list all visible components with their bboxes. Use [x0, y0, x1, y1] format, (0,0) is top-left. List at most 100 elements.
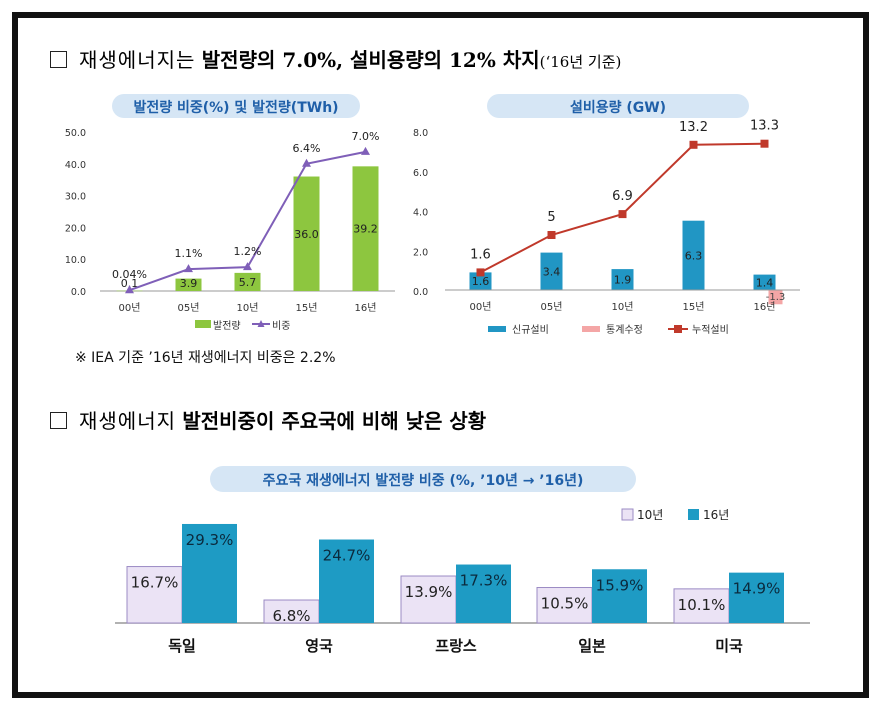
- chart2-x-tick: 15년: [683, 301, 705, 313]
- chart1-left-tick: 0.0: [71, 287, 86, 298]
- chart1-bar: [352, 166, 379, 291]
- chart3-category-label: 독일: [168, 637, 196, 655]
- chart1-x-tick: 10년: [237, 302, 259, 314]
- chart1-bar: [293, 176, 320, 291]
- chart2-adjust-bar: [768, 290, 783, 305]
- chart3-label-16: 17.3%: [460, 572, 508, 590]
- chart3-title-pill: [210, 466, 636, 492]
- chart3-label-16: 14.9%: [733, 580, 781, 598]
- chart2-cumulative-line: [480, 142, 765, 274]
- chart3-bar-16: [729, 572, 784, 623]
- chart1-legend-marker: [257, 320, 265, 327]
- chart1-share-point: [302, 158, 311, 167]
- chart3-label-10: 10.1%: [678, 596, 726, 614]
- chart1-right-tick: 6.0: [413, 168, 428, 179]
- chart3-category-label: 프랑스: [435, 637, 477, 655]
- heading2-bold: 발전비중이 주요국에 비해 낮은 상황: [182, 409, 487, 433]
- chart1-share-label: 7.0%: [352, 130, 380, 143]
- chart2-legend-label: 통계수정: [606, 324, 643, 336]
- heading1-plain: 재생에너지는: [79, 48, 196, 72]
- chart3-category-label: 미국: [715, 637, 743, 655]
- chart2-new-bar: [611, 269, 634, 290]
- checkbox-square-icon: [50, 51, 67, 68]
- chart1-legend-label: 발전량: [213, 320, 241, 332]
- chart3-label-10: 10.5%: [541, 595, 589, 613]
- chart1-share-point: [125, 285, 134, 294]
- chart2-legend-marker: [674, 325, 682, 333]
- chart3-legend-label: 16년: [703, 508, 729, 522]
- chart2-title: 설비용량 (GW): [570, 100, 666, 116]
- chart2-adjust-label: -1.3: [766, 292, 786, 303]
- chart3-bar-16: [182, 523, 237, 623]
- heading-generation-share: 재생에너지는 발전량의 7.0%, 설비용량의 12% 차지(‘16년 기준): [50, 44, 621, 73]
- chart1-share-label: 0.04%: [112, 268, 147, 281]
- heading1-bold: 발전량의 7.0%, 설비용량의 12% 차지: [201, 48, 540, 72]
- chart1-share-label: 6.4%: [293, 142, 321, 155]
- chart2-cumulative-point: [547, 231, 556, 239]
- chart2-x-tick: 00년: [470, 301, 492, 313]
- chart2-new-bar: [753, 274, 776, 290]
- chart3-bar-16: [456, 564, 511, 623]
- chart2-x-tick: 05년: [541, 301, 563, 313]
- chart1-share-point: [361, 146, 370, 155]
- chart1-title: 발전량 비중(%) 및 발전량(TWh): [133, 99, 338, 116]
- chart1-x-tick: 05년: [178, 302, 200, 314]
- chart2-legend-swatch: [582, 326, 600, 332]
- chart2-new-label: 1.9: [614, 274, 632, 287]
- chart3-label-16: 24.7%: [323, 547, 371, 565]
- chart1-legend-label: 비중: [272, 320, 290, 332]
- chart2-cumulative-label: 5: [547, 210, 555, 225]
- chart3-category-label: 일본: [578, 637, 606, 655]
- chart3-category-label: 영국: [305, 637, 333, 655]
- chart3-legend-label: 10년: [637, 508, 663, 522]
- chart1-bar: [234, 272, 261, 291]
- chart2-title-pill: [487, 94, 749, 118]
- chart2-new-bar: [469, 272, 492, 290]
- chart1-bar: [175, 278, 202, 291]
- chart1-title-pill: [112, 94, 360, 118]
- chart2-new-bar: [682, 220, 705, 290]
- chart2-new-label: 1.4: [756, 276, 774, 289]
- chart1-right-tick: 4.0: [413, 208, 428, 219]
- chart3-label-10: 16.7%: [131, 574, 179, 592]
- chart2-cumulative-point: [689, 140, 698, 149]
- chart2-cumulative-label: 13.2: [679, 120, 708, 135]
- chart1-bar-label: 0.1: [121, 277, 139, 290]
- chart2-new-label: 1.6: [472, 275, 490, 288]
- chart3-bar-16: [592, 569, 647, 623]
- chart1-share-label: 1.1%: [175, 247, 203, 260]
- chart3-label-10: 13.9%: [405, 583, 453, 601]
- chart1-bar-label: 3.9: [180, 277, 198, 290]
- chart2-cumulative-label: 6.9: [612, 189, 633, 204]
- heading-country-compare: 재생에너지 발전비중이 주요국에 비해 낮은 상황: [50, 405, 486, 434]
- chart1-bar-label: 5.7: [239, 276, 257, 289]
- chart1-share-label: 1.2%: [234, 245, 262, 258]
- chart3-label-16: 29.3%: [186, 531, 234, 549]
- chart2-cumulative-point: [760, 139, 769, 148]
- chart2-x-tick: 16년: [754, 301, 776, 313]
- heading2-plain: 재생에너지: [79, 409, 176, 433]
- chart2-legend-label: 신규설비: [512, 324, 549, 336]
- chart1-left-tick: 50.0: [65, 128, 86, 139]
- chart2-cumulative-label: 1.6: [470, 247, 491, 262]
- chart3-title: 주요국 재생에너지 발전량 비중 (%, ’10년 → ’16년): [263, 472, 584, 489]
- chart3-bar-16: [319, 539, 374, 623]
- chart2-cumulative-label: 13.3: [750, 119, 779, 134]
- chart1-x-tick: 15년: [296, 302, 318, 314]
- chart3-legend-swatch: [621, 508, 634, 521]
- chart1-left-tick: 10.0: [65, 255, 86, 266]
- chart1-bar-label: 36.0: [294, 228, 319, 241]
- chart1-left-tick: 40.0: [65, 160, 86, 171]
- chart3-label-10: 6.8%: [272, 607, 310, 625]
- chart2-new-bar: [540, 252, 563, 290]
- chart1-x-tick: 16년: [355, 302, 377, 314]
- chart2-cumulative-point: [618, 210, 627, 219]
- chart2-legend-label: 누적설비: [692, 324, 729, 336]
- chart3-bar-10: [126, 566, 183, 624]
- chart1-right-tick: 2.0: [413, 247, 428, 258]
- footnote: ※ IEA 기준 ’16년 재생에너지 비중은 2.2%: [75, 350, 336, 366]
- chart1-left-tick: 30.0: [65, 192, 86, 203]
- chart1-share-point: [243, 262, 252, 271]
- chart1-x-tick: 00년: [119, 302, 141, 314]
